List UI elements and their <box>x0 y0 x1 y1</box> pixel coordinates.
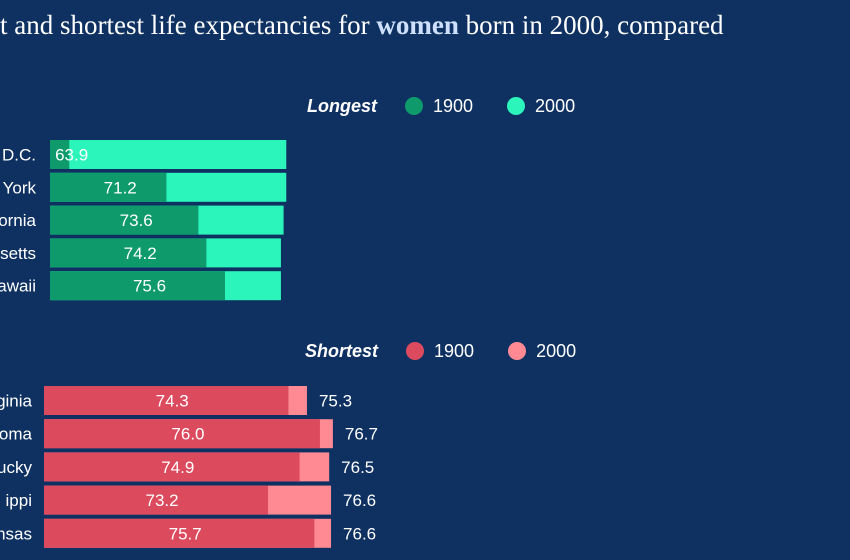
category-label-longest-5: awaii <box>0 277 36 296</box>
bar-longest-1900-1 <box>50 140 70 169</box>
bar-longest-1900-4 <box>50 238 207 268</box>
legend-swatch-longest-1900 <box>405 97 423 115</box>
bar-longest-1900-2 <box>50 172 167 202</box>
category-label-longest-1: D.C. <box>2 146 36 165</box>
category-label-shortest-2: oma <box>0 425 33 444</box>
category-label-shortest-3: ucky <box>0 458 32 477</box>
value-label-shortest-2000-5: 76.6 <box>343 524 376 543</box>
legend-shortest: Shortest 1900 2000 <box>305 339 610 363</box>
title-text-after: born in 2000, compared <box>458 10 724 40</box>
bar-longest-1900-3 <box>50 205 199 235</box>
legend-swatch-shortest-1900 <box>406 342 425 360</box>
legend-longest: Longest 1900 2000 <box>307 94 609 118</box>
chart-title: t and shortest life expectancies for wom… <box>0 10 850 41</box>
category-label-longest-2: York <box>3 178 37 197</box>
value-label-shortest-1900-3: 74.9 <box>161 458 194 477</box>
legend-label-longest-2000: 2000 <box>535 95 576 116</box>
legend-label-shortest-2000: 2000 <box>536 340 577 361</box>
value-label-shortest-2000-2: 76.7 <box>345 425 378 444</box>
value-label-longest-1900-2: 71.2 <box>104 178 137 197</box>
value-label-shortest-1900-1: 74.3 <box>156 392 189 411</box>
value-label-longest-1900-3: 73.6 <box>120 211 153 230</box>
bar-shortest-1900-4 <box>44 485 269 515</box>
category-label-shortest-5: nsas <box>0 524 32 543</box>
category-label-longest-4: setts <box>0 244 36 263</box>
bar-shortest-1900-5 <box>44 518 315 548</box>
value-label-longest-1900-1: 63.9 <box>55 146 88 165</box>
title-highlight: women <box>376 10 459 40</box>
legend-swatch-shortest-2000 <box>508 342 527 360</box>
title-text-before: t and shortest life expectancies for <box>0 10 377 40</box>
legend-title-shortest: Shortest <box>305 340 379 361</box>
value-label-shortest-1900-4: 73.2 <box>145 491 178 510</box>
legend-label-shortest-1900: 1900 <box>434 340 475 361</box>
category-label-shortest-1: ginia <box>0 392 33 411</box>
category-label-longest-3: ornia <box>0 211 37 230</box>
value-label-shortest-2000-1: 75.3 <box>319 392 352 411</box>
category-label-shortest-4: ippi <box>6 491 32 510</box>
value-label-shortest-1900-5: 75.7 <box>169 524 202 543</box>
legend-swatch-longest-2000 <box>507 97 526 115</box>
legend-title-longest: Longest <box>307 95 377 116</box>
value-label-shortest-2000-3: 76.5 <box>341 458 374 477</box>
value-label-shortest-1900-2: 76.0 <box>171 425 204 444</box>
bar-longest-2000-1 <box>50 140 287 169</box>
bar-shortest-1900-1 <box>44 386 289 415</box>
bar-shortest-1900-3 <box>44 452 300 482</box>
legend-label-longest-1900: 1900 <box>433 95 474 116</box>
value-label-shortest-2000-4: 76.6 <box>343 491 376 510</box>
value-label-longest-1900-4: 74.2 <box>124 244 157 263</box>
bar-shortest-1900-2 <box>44 419 320 449</box>
bar-longest-1900-5 <box>50 271 226 301</box>
value-label-longest-1900-5: 75.6 <box>133 277 166 296</box>
